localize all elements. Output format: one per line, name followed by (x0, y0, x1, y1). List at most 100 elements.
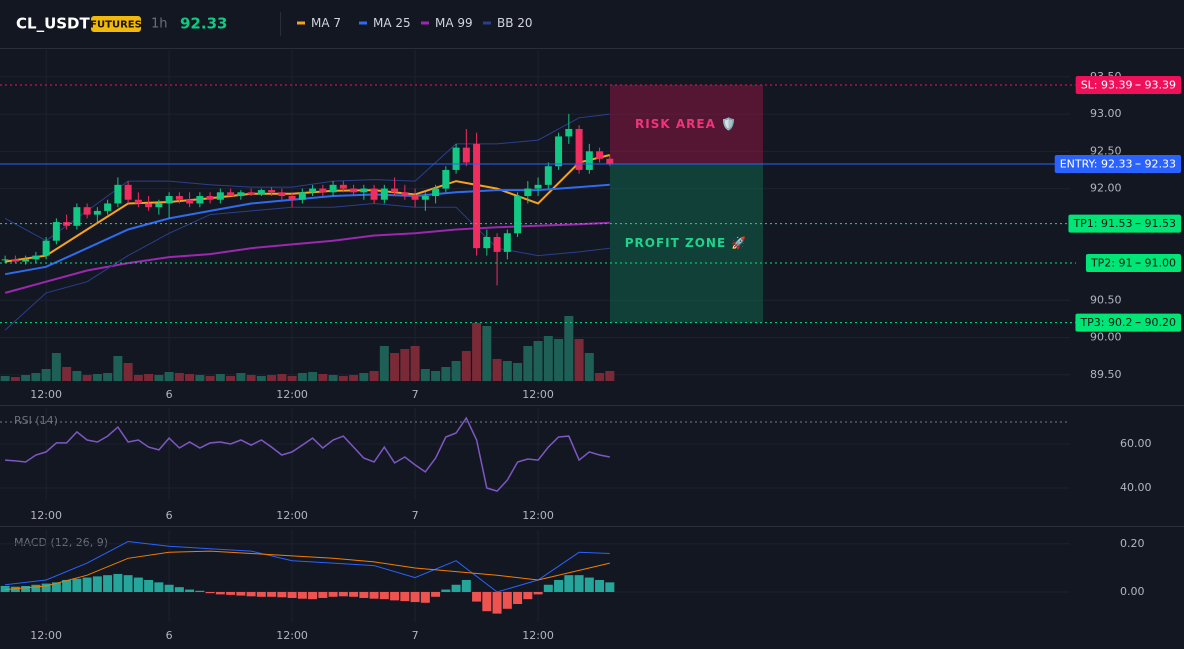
histogram-bar (174, 587, 184, 592)
candle-body (411, 196, 419, 200)
volume-bar (21, 375, 31, 381)
histogram-bar (92, 576, 102, 592)
candle-body (596, 151, 604, 159)
candle-body (421, 196, 429, 200)
symbol: CL_USDT (16, 15, 91, 33)
volume-bar (574, 339, 584, 381)
y-tick-label: 92.50 (1090, 144, 1122, 157)
histogram-bar (185, 589, 195, 592)
candle-body (278, 192, 286, 197)
volume-bar (379, 346, 389, 381)
volume-bar (185, 374, 195, 381)
volume-bar (554, 339, 564, 381)
volume-bar (256, 376, 266, 381)
histogram-bar (390, 591, 400, 601)
histogram-bar (236, 591, 246, 596)
histogram-bar (492, 591, 502, 614)
level-price: 91.53 (1145, 217, 1177, 230)
x-tick-label: 12:00 (276, 388, 308, 401)
level-tag (1085, 254, 1181, 273)
volume-bar (31, 373, 41, 381)
candle-body (514, 196, 522, 234)
candle-body (462, 147, 470, 163)
candle-body (22, 259, 30, 262)
volume-bar (164, 372, 174, 381)
candle-body (124, 184, 132, 200)
candle-body (186, 199, 194, 204)
volume-bar (390, 353, 400, 381)
volume-bar (451, 361, 461, 381)
rsi-title: RSI (14) (14, 414, 58, 427)
x-tick-label: 6 (166, 388, 173, 401)
y-tick-label: 0.00 (1120, 585, 1145, 598)
level-name: SL: 93.39 (1081, 79, 1133, 92)
y-tick-label: 90.00 (1090, 331, 1122, 344)
histogram-bar (359, 591, 369, 598)
histogram-bar (369, 591, 379, 599)
zone (610, 163, 763, 323)
volume-bar (236, 373, 246, 381)
level-tag (1075, 76, 1181, 95)
candle-body (175, 196, 183, 200)
volume-bar (0, 376, 10, 381)
volume-bar (349, 375, 359, 381)
histogram-bar (420, 591, 430, 603)
volume-bar (338, 376, 348, 381)
candle-body (216, 192, 224, 200)
candle-body (73, 207, 81, 226)
candle-body (145, 203, 153, 208)
macd-line (5, 550, 610, 591)
candle-body (83, 207, 91, 215)
histogram-bar (287, 591, 297, 598)
histogram-bar (21, 585, 31, 592)
candle-body (196, 196, 204, 204)
histogram-bar (533, 591, 543, 595)
histogram-bar (51, 582, 61, 592)
badge-background (91, 16, 141, 32)
volume-bar (502, 361, 512, 381)
candle-body (339, 184, 347, 189)
candle-body (544, 166, 552, 185)
volume-bar (72, 371, 82, 381)
legend-label: MA 7 (311, 16, 341, 30)
candle-body (309, 188, 317, 193)
x-tick-label: 6 (166, 509, 173, 522)
level-name: TP3: 90.2 (1079, 316, 1132, 329)
volume-bar (543, 336, 553, 381)
volume-bar (492, 359, 502, 381)
legend-label: BB 20 (497, 16, 533, 30)
indicator-line (4, 202, 610, 331)
y-tick-label: 60.00 (1120, 437, 1152, 450)
candle-body (555, 136, 563, 167)
volume-bar (318, 374, 328, 381)
histogram-bar (410, 591, 420, 603)
y-tick-label: 0.20 (1120, 537, 1145, 550)
candle-body (114, 184, 122, 204)
candle-body (237, 192, 245, 197)
candle-body (575, 128, 583, 170)
volume-bar (441, 367, 451, 381)
histogram-bar (31, 584, 41, 592)
histogram-bar (400, 591, 410, 602)
candle-body (93, 210, 101, 215)
volume-bar (82, 375, 92, 381)
candle-body (483, 236, 491, 249)
x-tick-label: 6 (166, 629, 173, 642)
x-tick-label: 12:00 (276, 629, 308, 642)
volume-bar (287, 376, 297, 381)
level-name: TP2: 91 (1090, 257, 1133, 270)
histogram-bar (256, 591, 266, 597)
candle-body (534, 184, 542, 189)
histogram-bar (338, 591, 348, 597)
candle-body (11, 259, 19, 262)
candle-body (1, 259, 9, 261)
volume-bar (420, 369, 430, 381)
volume-bar (472, 323, 482, 381)
histogram-bar (103, 575, 113, 592)
histogram-bar (451, 584, 461, 592)
volume-bar (144, 374, 154, 381)
candle-body (473, 143, 481, 249)
badge: FUTURES (90, 20, 142, 31)
candle-body (268, 190, 276, 193)
